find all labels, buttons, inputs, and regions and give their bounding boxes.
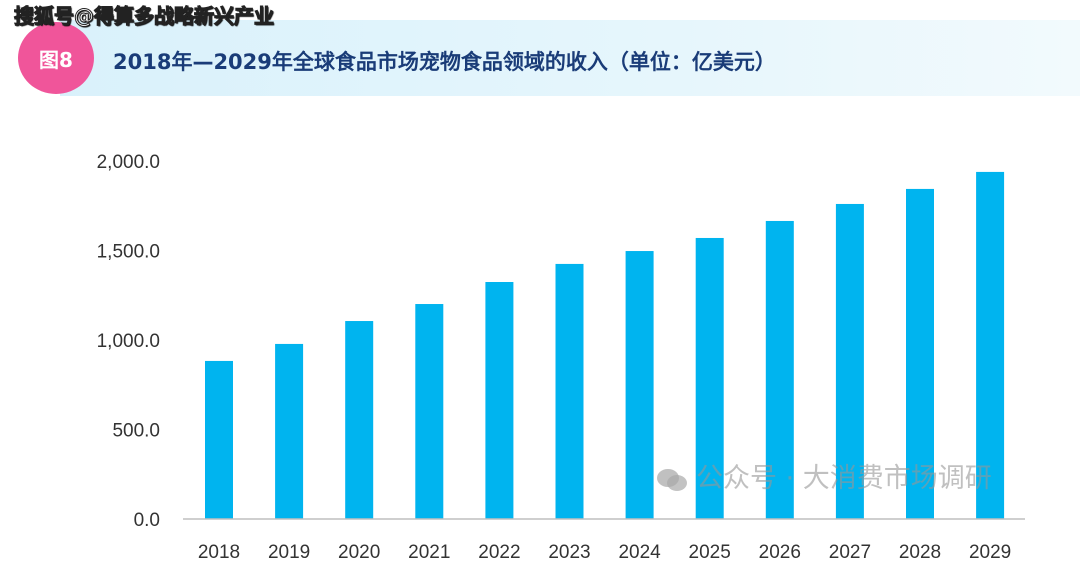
x-tick-label: 2020 (338, 542, 380, 563)
title-banner (60, 20, 1080, 96)
bar-2019 (275, 343, 304, 519)
figure-badge: 图8 (18, 22, 94, 94)
bar-2026 (765, 220, 794, 519)
x-tick-label: 2029 (969, 542, 1011, 563)
x-tick-label: 2022 (478, 542, 520, 563)
chart-title: 2018年—2029年全球食品市场宠物食品领域的收入（单位：亿美元） (113, 50, 776, 74)
watermark-text: 公众号 · 大消费市场调研 (696, 463, 992, 494)
y-tick-label: 0.0 (134, 510, 160, 531)
x-tick-label: 2018 (198, 542, 240, 563)
bar-2024 (625, 251, 654, 520)
bar-2028 (906, 188, 934, 519)
x-tick-label: 2028 (899, 542, 941, 563)
bar-2029 (976, 171, 1005, 519)
wechat-watermark: 公众号 · 大消费市场调研 (656, 462, 992, 496)
bar-2023 (555, 263, 584, 519)
y-tick-label: 2,000.0 (97, 152, 160, 173)
x-tick-label: 2021 (408, 542, 450, 563)
bar-2027 (835, 203, 864, 519)
y-tick-label: 1,500.0 (97, 242, 160, 263)
x-tick-label: 2019 (268, 542, 310, 563)
x-tick-label: 2027 (829, 542, 871, 563)
source-watermark: 搜狐号@得算多战略新兴产业 (14, 4, 275, 29)
bar-2021 (415, 304, 444, 519)
x-tick-label: 2025 (689, 542, 731, 563)
bar-2022 (485, 282, 514, 519)
bar-2020 (345, 321, 374, 519)
x-tick-label: 2024 (618, 542, 661, 563)
y-tick-label: 500.0 (112, 421, 160, 442)
wechat-icon (657, 468, 687, 491)
x-tick-label: 2023 (548, 542, 590, 563)
y-tick-label: 1,000.0 (97, 331, 160, 352)
bar-2018 (205, 360, 233, 519)
x-tick-label: 2026 (759, 542, 801, 563)
bar-2025 (695, 237, 724, 519)
